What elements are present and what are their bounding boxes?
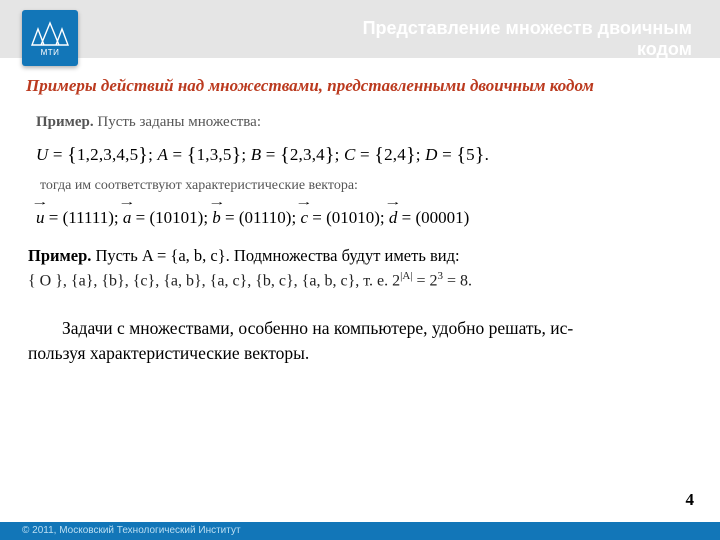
example1-intro: Пример. Пусть заданы множества: (36, 114, 694, 131)
vec-a-sym: a (123, 204, 132, 228)
footer: © 2011, Московский Технологический Инсти… (0, 522, 720, 540)
slide-title-line1: Представление множеств двоичным (363, 18, 692, 38)
remark-line1: Задачи с множествами, особенно на компью… (62, 318, 573, 338)
exp-a: |A| (400, 270, 412, 282)
logo-label: МТИ (41, 48, 60, 57)
eq-part: = 2 (413, 272, 438, 289)
vec-b-sym: b (212, 204, 221, 228)
set-d: 5 (456, 145, 484, 164)
logo: МТИ (22, 10, 78, 66)
set-u: 1,2,3,4,5 (67, 145, 148, 164)
remark-line2: пользуя характеристические векторы. (28, 343, 309, 363)
slide-title: Представление множеств двоичным кодом (272, 18, 692, 59)
set-c: 2,4 (374, 145, 415, 164)
slide-title-line2: кодом (637, 39, 692, 59)
vec-b: (01110) (239, 208, 292, 227)
vec-c: (01010) (326, 208, 380, 227)
section-title: Примеры действий над множествами, предст… (26, 76, 694, 96)
header-bar: МТИ Представление множеств двоичным кодо… (0, 0, 720, 58)
example2-subsets: { O }, {a}, {b}, {c}, {a, b}, {a, c}, {b… (28, 270, 694, 290)
vec-d-sym: d (389, 204, 398, 228)
example1-intro-rest: Пусть заданы множества: (94, 114, 261, 130)
vec-d: (00001) (415, 208, 469, 227)
vec-a: (10101) (149, 208, 203, 227)
set-b: 2,3,4 (280, 145, 335, 164)
example1-vectors: u = (11111); a = (10101); b = (01110); c… (36, 204, 694, 228)
example1-sets: U = 1,2,3,4,5; A = 1,3,5; B = 2,3,4; C =… (36, 143, 694, 166)
content-area: Примеры действий над множествами, предст… (0, 58, 720, 365)
example2-lead: Пример. (28, 246, 91, 265)
example1-lead: Пример. (36, 114, 94, 130)
example2-rest: Пусть A = {a, b, c}. Подмножества будут … (91, 246, 459, 265)
vec-c-sym: c (300, 204, 308, 228)
eq-8: = 8. (443, 272, 472, 289)
mountains-icon (30, 19, 70, 47)
set-a: 1,3,5 (187, 145, 242, 164)
subsets-list: { O }, {a}, {b}, {c}, {a, b}, {a, c}, {b… (28, 272, 400, 289)
remark: Задачи с множествами, особенно на компью… (28, 316, 694, 365)
vec-u-sym: u (36, 204, 45, 228)
example2-line: Пример. Пусть A = {a, b, c}. Подмножеств… (28, 246, 694, 266)
page-number: 4 (686, 490, 695, 510)
example1-then: тогда им соответствуют характеристически… (40, 178, 694, 194)
vec-u: (11111) (63, 208, 114, 227)
